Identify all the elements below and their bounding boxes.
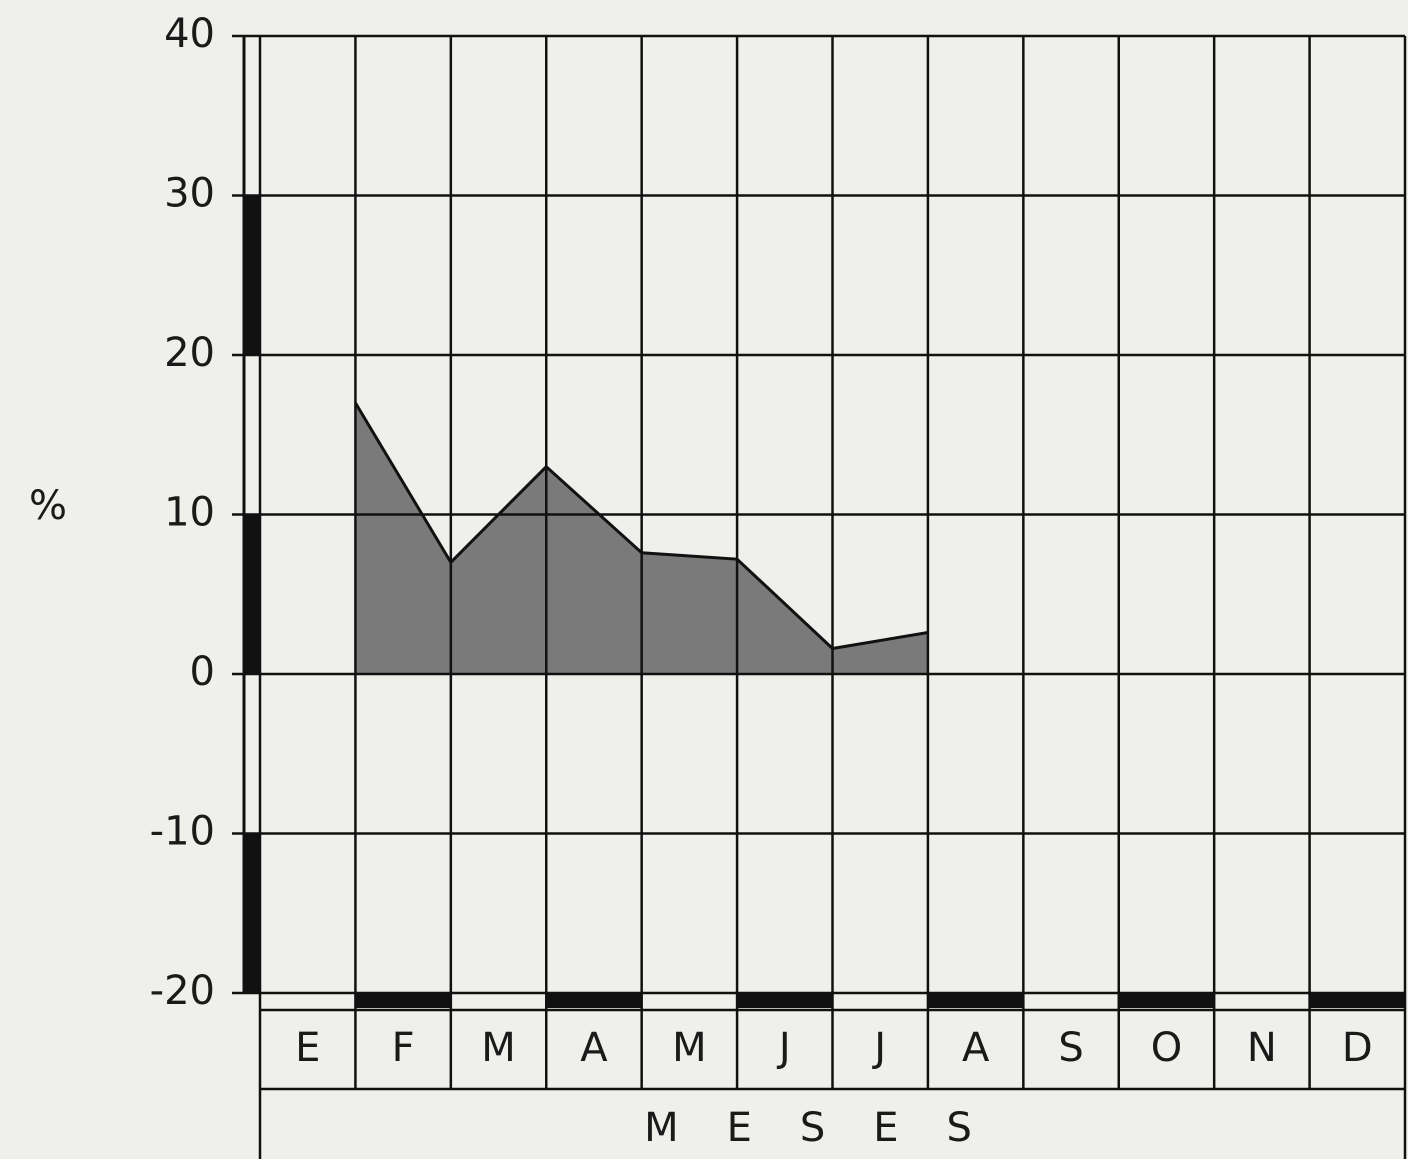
month-band [546,994,642,1008]
month-band [927,994,1024,1008]
x-tick-label: M [672,1025,707,1071]
axis-band [244,833,260,993]
y-tick-label: 20 [164,330,215,376]
y-tick-label: -20 [150,968,215,1014]
axis-band [244,514,260,674]
month-band [1309,994,1405,1008]
y-tick-label: -10 [150,809,215,855]
axis-band [244,195,260,355]
y-tick-label: 10 [164,490,215,536]
x-tick-label: N [1247,1025,1277,1071]
x-axis-label: MESES [644,1105,1020,1151]
area [355,402,928,674]
x-tick-label: F [392,1025,415,1071]
month-band [355,994,451,1008]
x-tick-label: A [962,1025,990,1071]
x-tick-label: E [295,1025,320,1071]
x-tick-label: A [580,1025,608,1071]
x-tick-label: D [1342,1025,1373,1071]
x-tick-label: J [776,1025,791,1071]
y-axis-label: % [29,483,67,529]
y-tick-label: 40 [164,11,215,57]
y-tick-label: 30 [164,171,215,217]
month-band [737,994,833,1008]
x-tick-label: O [1151,1025,1182,1071]
x-tick-label: J [871,1025,886,1071]
month-band [1118,994,1215,1008]
y-tick-label: 0 [190,649,215,695]
x-tick-label: S [1058,1025,1083,1071]
x-tick-label: M [481,1025,516,1071]
